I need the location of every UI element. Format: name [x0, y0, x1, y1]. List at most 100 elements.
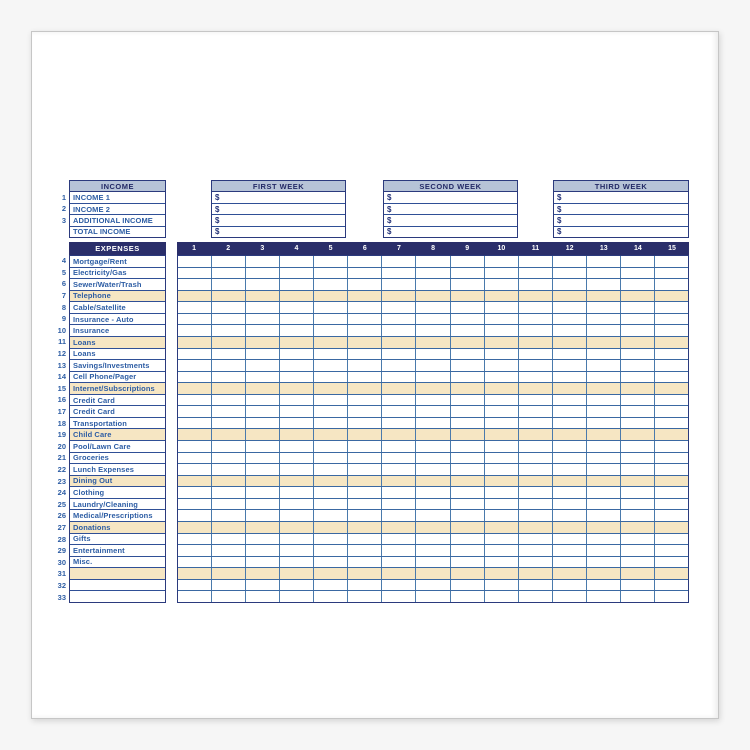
grid-cell: [246, 510, 281, 521]
grid-cell: [519, 521, 553, 533]
grid-cell: [280, 556, 315, 568]
expense-label: Savings/Investments: [73, 360, 150, 370]
dollar-sign: $: [387, 215, 392, 225]
dollar-sign: $: [387, 227, 392, 237]
row-number: 3: [61, 216, 66, 226]
week-amount-row: $: [554, 215, 688, 227]
grid-cell: [416, 579, 451, 591]
grid-cell: [485, 417, 519, 429]
grid-cell: [655, 279, 688, 290]
grid-cell: [416, 279, 451, 290]
row-number: 8: [61, 302, 66, 312]
grid-cell: [655, 314, 688, 325]
grid-cell: [621, 360, 655, 371]
grid-cell: [416, 533, 451, 545]
grid-cell: [382, 279, 417, 290]
grid-cell: [212, 464, 247, 475]
expense-label-row: Laundry/Cleaning: [70, 499, 165, 511]
grid-cell: [553, 545, 587, 556]
grid-cell: [451, 487, 485, 498]
dollar-sign: $: [557, 215, 562, 225]
expense-label-row: [70, 580, 165, 592]
grid-cell: [314, 290, 349, 302]
expense-label-row: Loans: [70, 336, 165, 349]
grid-cell: [621, 441, 655, 452]
grid-cell: [519, 498, 553, 510]
grid-cell: [178, 487, 213, 498]
grid-cell: [314, 383, 349, 394]
grid-cell: [587, 556, 621, 568]
grid-cell: [451, 521, 485, 533]
grid-row: [178, 290, 688, 303]
grid-cell: [655, 349, 688, 360]
row-number: 2: [61, 204, 66, 214]
grid-cell: [553, 556, 587, 568]
grid-cell: [348, 579, 383, 591]
expense-label: Entertainment: [73, 545, 125, 555]
row-number: 10: [57, 325, 66, 335]
expense-label: Cell Phone/Pager: [73, 372, 137, 382]
row-number: 27: [57, 522, 66, 532]
grid-cell: [621, 302, 655, 313]
grid-cell: [416, 256, 451, 267]
grid-cell: [280, 417, 315, 429]
grid-cell: [621, 591, 655, 602]
grid-cell: [212, 279, 247, 290]
grid-cell: [587, 452, 621, 464]
grid-cell: [416, 429, 451, 440]
income-row: ADDITIONAL INCOME: [70, 215, 165, 227]
grid-cell: [280, 568, 315, 579]
grid-cell: [519, 256, 553, 267]
grid-row: [178, 371, 688, 384]
grid-cell: [382, 498, 417, 510]
row-number: 18: [57, 418, 66, 428]
grid-cell: [178, 533, 213, 545]
expense-label: Clothing: [73, 488, 105, 498]
row-number: 13: [57, 360, 66, 370]
grid-cell: [451, 417, 485, 429]
grid-cell: [348, 429, 383, 440]
grid-cell: [178, 256, 213, 267]
income-header-label: INCOME: [101, 181, 134, 191]
grid-cell: [553, 371, 587, 383]
grid-cell: [178, 406, 213, 417]
expense-label-column: Mortgage/Rent Electricity/Gas Sewer/Water/…: [69, 255, 166, 603]
grid-cell: [587, 348, 621, 360]
expense-label: Sewer/Water/Trash: [73, 279, 142, 289]
grid-cell: [416, 591, 451, 602]
grid-row: [178, 325, 688, 337]
grid-cell: [451, 579, 485, 591]
grid-cell: [485, 510, 519, 521]
grid-cell: [485, 487, 519, 498]
day-number: 6: [362, 245, 367, 252]
grid-cell: [280, 498, 315, 510]
grid-cell: [348, 545, 383, 556]
grid-cell: [485, 568, 519, 579]
grid-cell: [382, 267, 417, 279]
grid-cell: [553, 394, 587, 406]
grid-cell: [212, 441, 247, 452]
grid-cell: [655, 534, 688, 545]
week-header: FIRST WEEK: [212, 181, 345, 193]
grid-cell: [280, 533, 315, 545]
income-row-label: TOTAL INCOME: [73, 227, 131, 237]
grid-cell: [178, 591, 213, 602]
expense-label-row: Medical/Prescriptions: [70, 510, 165, 522]
grid-cell: [485, 279, 519, 290]
expense-label: Donations: [73, 522, 111, 532]
daily-entry-grid: [177, 255, 689, 603]
grid-row: [178, 383, 688, 395]
dollar-sign: $: [557, 227, 562, 237]
day-number: 10: [497, 245, 506, 252]
grid-cell: [519, 533, 553, 545]
day-number: 13: [599, 245, 608, 252]
week-header-label: THIRD WEEK: [594, 181, 648, 191]
grid-cell: [280, 475, 315, 487]
grid-cell: [212, 452, 247, 464]
grid-cell: [280, 279, 315, 290]
grid-cell: [416, 383, 451, 394]
grid-cell: [621, 452, 655, 464]
grid-cell: [655, 580, 688, 591]
grid-cell: [655, 302, 688, 313]
grid-row: [178, 348, 688, 361]
